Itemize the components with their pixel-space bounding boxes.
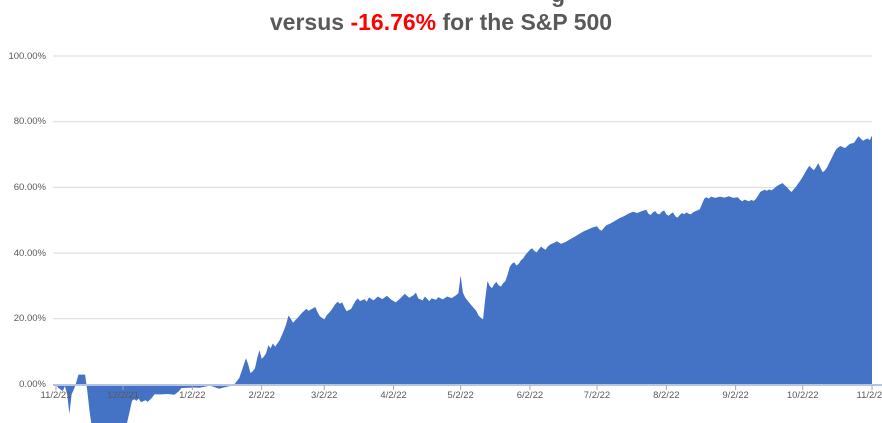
y-axis-label: 80.00% [13, 116, 46, 128]
chart-title-line1-cropped: g [551, 0, 565, 6]
x-axis-label: 5/2/22 [447, 390, 474, 401]
chart-title-line2: versus -16.76% for the S&P 500 [0, 9, 882, 36]
area-series [56, 135, 872, 423]
y-axis-label: 60.00% [13, 181, 46, 193]
y-axis-label: 20.00% [13, 313, 46, 325]
x-axis-label: 11/2/22 [856, 390, 882, 401]
x-axis-label: 10/2/22 [786, 390, 819, 401]
y-axis-label: 100.00% [8, 50, 46, 62]
x-axis-label: 4/2/22 [380, 390, 407, 401]
x-axis-label: 7/2/22 [583, 390, 611, 401]
x-axis-label: 8/2/22 [653, 390, 680, 401]
y-axis-label: 0.00% [19, 379, 46, 390]
title-text-prefix: versus [269, 9, 351, 35]
x-axis-label: 6/2/22 [516, 390, 544, 401]
x-axis-label: 12/2/21 [107, 390, 139, 401]
x-axis-label: 9/2/22 [722, 390, 749, 401]
x-axis-label: 1/2/22 [179, 390, 206, 401]
x-axis-label: 2/2/22 [248, 390, 275, 401]
x-axis-label: 3/2/22 [311, 390, 338, 401]
title-text-suffix: for the S&P 500 [436, 9, 613, 35]
x-axis-label: 11/2/21 [40, 390, 72, 401]
y-axis-label: 40.00% [13, 247, 46, 259]
title-benchmark-return-value: -16.76% [350, 9, 437, 35]
